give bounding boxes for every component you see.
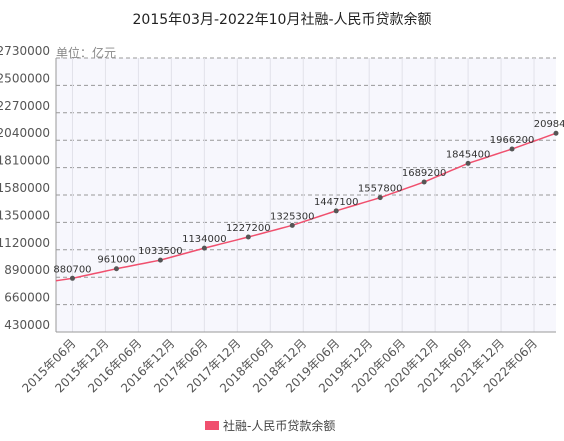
data-label: 1227200 — [226, 223, 271, 234]
data-point — [333, 208, 339, 214]
plot-area — [56, 58, 556, 332]
data-point — [289, 222, 295, 228]
y-tick-label: 1350000 — [0, 208, 50, 222]
y-tick-label: 2270000 — [0, 99, 50, 113]
legend-swatch — [205, 421, 219, 430]
legend-label: 社融-人民币贷款余额 — [223, 418, 335, 433]
y-tick-label: 430000 — [4, 318, 50, 332]
data-point — [113, 266, 119, 272]
data-label: 1966200 — [490, 135, 535, 146]
y-tick-label: 2500000 — [0, 71, 50, 85]
y-tick-label: 890000 — [4, 263, 50, 277]
data-label: 1557800 — [358, 184, 403, 195]
y-tick-label: 1810000 — [0, 154, 50, 168]
y-tick-label: 1120000 — [0, 236, 50, 250]
data-point — [421, 179, 427, 185]
data-point — [509, 146, 515, 152]
data-label: 961000 — [97, 255, 135, 266]
data-label: 1033500 — [138, 246, 183, 257]
y-tick-label: 1580000 — [0, 181, 50, 195]
data-point — [377, 195, 383, 201]
unit-label: 单位：亿元 — [56, 45, 116, 60]
data-label: 1689200 — [402, 168, 447, 179]
data-label: 1134000 — [182, 234, 227, 245]
data-point — [157, 257, 163, 263]
data-point — [201, 245, 207, 251]
series-line — [55, 132, 557, 282]
y-tick-label: 2040000 — [0, 126, 50, 140]
chart-title: 2015年03月-2022年10月社融-人民币贷款余额 — [133, 11, 432, 28]
data-point — [245, 234, 251, 240]
data-point — [69, 275, 75, 281]
data-label: 2098400 — [534, 119, 564, 130]
y-tick-label: 2730000 — [0, 44, 50, 58]
data-point — [465, 160, 471, 166]
data-label: 1325300 — [270, 211, 315, 222]
y-tick-label: 660000 — [4, 291, 50, 305]
data-label: 1447100 — [314, 197, 359, 208]
data-point — [553, 130, 559, 136]
data-label: 880700 — [53, 264, 91, 275]
data-label: 1845400 — [446, 149, 491, 160]
